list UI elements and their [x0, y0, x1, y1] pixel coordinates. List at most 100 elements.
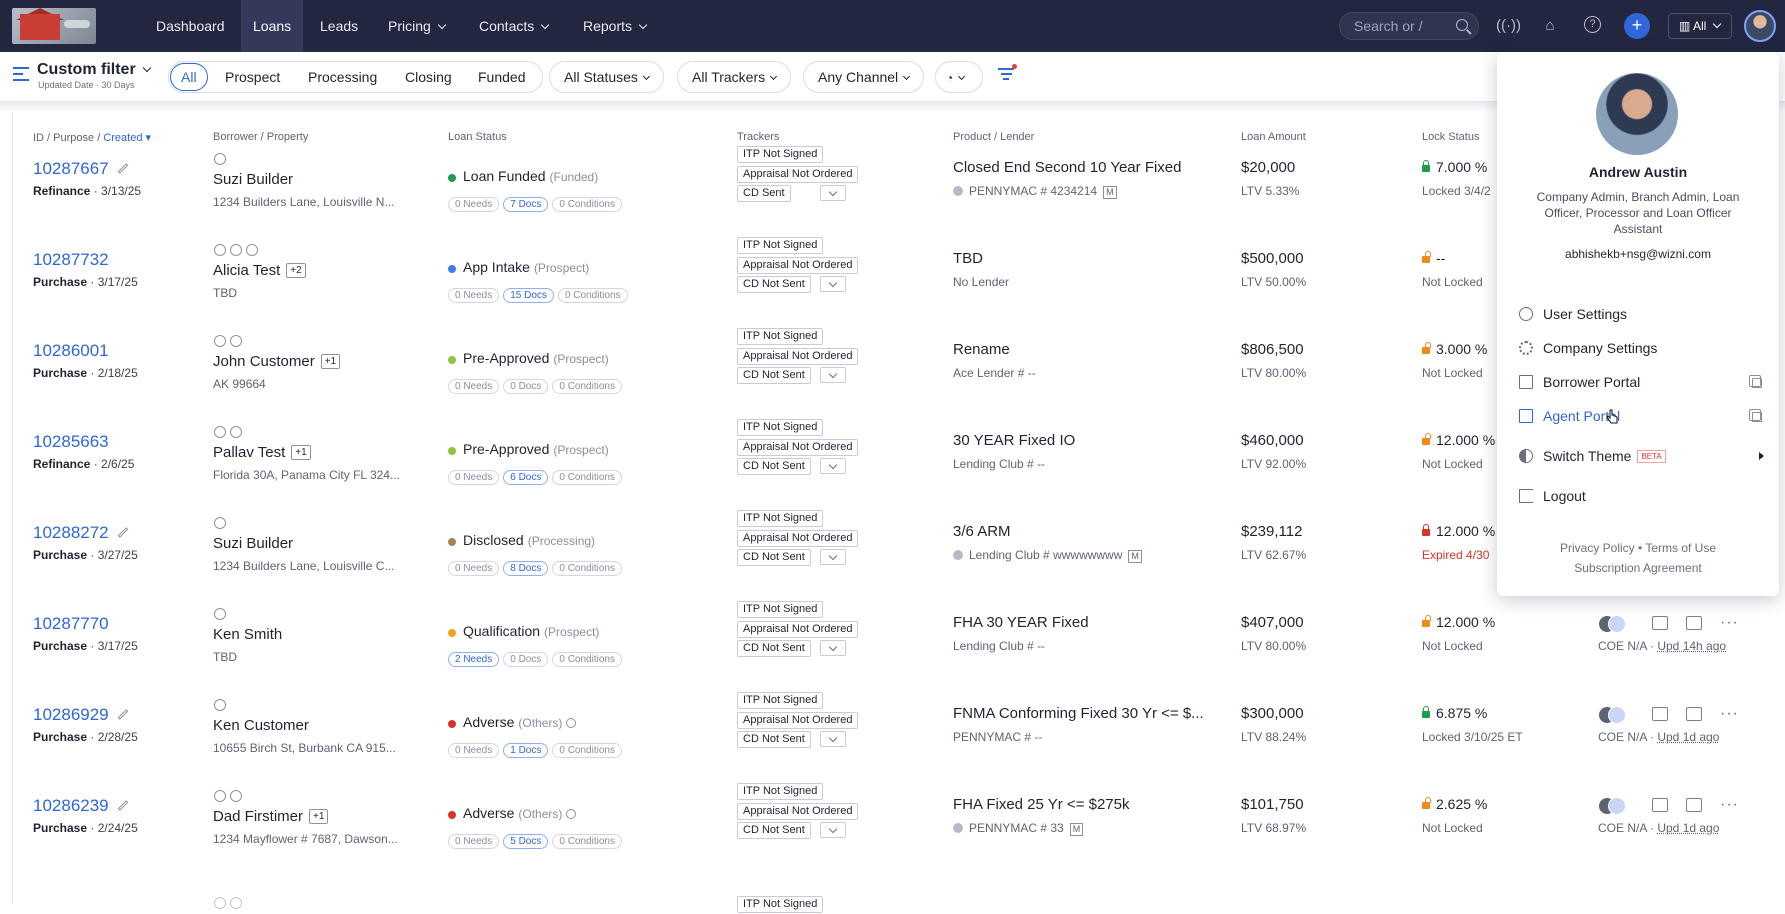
docs-chip[interactable]: 8 Docs — [503, 561, 549, 576]
tracker-cd[interactable]: CD Sent — [737, 185, 791, 202]
tracker-appraisal[interactable]: Appraisal Not Ordered — [737, 712, 859, 729]
edit-pencil-icon[interactable] — [117, 709, 128, 720]
add-new-button[interactable]: + — [1624, 13, 1650, 39]
tab-prospect[interactable]: Prospect — [225, 69, 281, 85]
co-borrower-count-badge[interactable]: +2 — [286, 263, 306, 278]
tracker-itp[interactable]: ITP Not Signed — [737, 419, 824, 436]
tracker-expand-button[interactable] — [820, 276, 846, 292]
calendar-icon[interactable] — [1686, 616, 1702, 630]
docs-chip[interactable]: 5 Docs — [503, 834, 549, 849]
logout-menu-item[interactable]: Logout — [1519, 484, 1769, 508]
status-filter-dropdown[interactable]: All Statuses — [549, 61, 664, 93]
channel-filter-dropdown[interactable]: Any Channel — [803, 61, 925, 93]
conditions-chip[interactable]: 0 Conditions — [557, 288, 628, 303]
edit-pencil-icon[interactable] — [117, 800, 128, 811]
privacy-policy-link[interactable]: Privacy Policy — [1559, 541, 1635, 555]
tracker-cd[interactable]: CD Not Sent — [737, 276, 811, 293]
loan-id-link[interactable]: 10287732 — [33, 250, 109, 270]
tracker-expand-button[interactable] — [820, 640, 846, 656]
docs-chip[interactable]: 7 Docs — [503, 197, 549, 212]
loan-id-link[interactable]: 10286001 — [33, 341, 109, 361]
help-icon[interactable]: ? — [1584, 16, 1601, 33]
tracker-appraisal[interactable]: Appraisal Not Ordered — [737, 803, 859, 820]
tab-processing[interactable]: Processing — [308, 69, 378, 85]
custom-filter-dropdown[interactable]: Custom filter — [37, 61, 151, 79]
conditions-chip[interactable]: 0 Conditions — [552, 197, 622, 212]
loan-id-link[interactable]: 10287667 — [33, 159, 129, 179]
borrower-name[interactable]: Ken Smith — [213, 626, 282, 643]
borrower-portal-menu-item[interactable]: Borrower Portal — [1519, 370, 1769, 394]
chat-icon[interactable] — [1652, 616, 1668, 630]
calendar-icon[interactable] — [1686, 798, 1702, 812]
needs-chip[interactable]: 0 Needs — [448, 743, 500, 758]
tracker-appraisal[interactable]: Appraisal Not Ordered — [737, 530, 859, 547]
column-header-borrower[interactable]: Borrower / Property — [213, 131, 309, 143]
tracker-expand-button[interactable] — [820, 185, 846, 201]
borrower-name[interactable]: Dad Firstimer +1 — [213, 808, 329, 826]
needs-chip[interactable]: 0 Needs — [448, 561, 500, 576]
nav-item-reports[interactable]: Reports — [571, 0, 658, 52]
nav-item-loans[interactable]: Loans — [241, 0, 304, 52]
tracker-expand-button[interactable] — [820, 731, 846, 747]
needs-chip[interactable]: 0 Needs — [448, 288, 500, 303]
nav-item-contacts[interactable]: Contacts — [467, 0, 560, 52]
chat-icon[interactable] — [1652, 707, 1668, 721]
user-filter-dropdown[interactable]: ◔ — [935, 61, 983, 93]
tab-all[interactable]: All — [170, 63, 208, 91]
table-row[interactable]: 10287667 Refinance · 3/13/25 Suzi Builder 1… — [0, 143, 1785, 234]
tracker-itp-partial[interactable]: ITP Not Signed — [737, 896, 824, 913]
conditions-chip[interactable]: 0 Conditions — [552, 743, 622, 758]
table-row[interactable]: 10287770 Purchase · 3/17/25 Ken Smith TBD Qu… — [0, 598, 1785, 689]
needs-chip[interactable]: 0 Needs — [448, 379, 500, 394]
advanced-filter-icon[interactable] — [998, 64, 1017, 84]
table-row[interactable]: 10286239 Purchase · 2/24/25 Dad Firstimer +… — [0, 780, 1785, 871]
conditions-chip[interactable]: 0 Conditions — [552, 834, 622, 849]
table-row[interactable]: 10286001 Purchase · 2/18/25 John Customer +… — [0, 325, 1785, 416]
tracker-appraisal[interactable]: Appraisal Not Ordered — [737, 621, 859, 638]
tracker-cd[interactable]: CD Not Sent — [737, 731, 811, 748]
table-row[interactable]: 10288272 Purchase · 3/27/25 Suzi Builder 12… — [0, 507, 1785, 598]
chat-icon[interactable] — [1652, 798, 1668, 812]
co-borrower-count-badge[interactable]: +1 — [320, 354, 341, 369]
conditions-chip[interactable]: 0 Conditions — [552, 561, 622, 576]
more-options-icon[interactable]: ··· — [1720, 705, 1739, 722]
copy-link-icon[interactable] — [1749, 409, 1762, 422]
nav-item-leads[interactable]: Leads — [308, 0, 370, 52]
borrower-name[interactable]: Suzi Builder — [213, 171, 293, 188]
global-search-input[interactable]: Search or / — [1339, 12, 1479, 40]
docs-chip[interactable]: 1 Docs — [503, 743, 549, 758]
tracker-appraisal[interactable]: Appraisal Not Ordered — [737, 166, 859, 183]
bank-icon[interactable]: ⌂ — [1545, 17, 1555, 34]
table-row[interactable]: 10287732 Purchase · 3/17/25 Alicia Test +2 T… — [0, 234, 1785, 325]
column-header-status[interactable]: Loan Status — [448, 131, 507, 143]
borrower-name[interactable]: Pallav Test +1 — [213, 444, 311, 462]
loan-id-link[interactable]: 10286239 — [33, 796, 129, 816]
tab-closing[interactable]: Closing — [405, 69, 452, 85]
column-header-product[interactable]: Product / Lender — [953, 131, 1035, 143]
company-settings-menu-item[interactable]: Company Settings — [1519, 336, 1769, 360]
branch-scope-dropdown[interactable]: ▥ All — [1668, 13, 1732, 39]
loan-id-link[interactable]: 10285663 — [33, 432, 109, 452]
column-header-trackers[interactable]: Trackers — [737, 131, 780, 143]
docs-chip[interactable]: 0 Docs — [503, 379, 549, 394]
company-logo[interactable] — [12, 8, 96, 44]
borrower-name[interactable]: Alicia Test +2 — [213, 262, 306, 280]
loan-id-link[interactable]: 10287770 — [33, 614, 109, 634]
search-icon[interactable] — [1456, 19, 1468, 31]
docs-chip[interactable]: 0 Docs — [503, 652, 549, 667]
tracker-expand-button[interactable] — [820, 367, 846, 383]
info-icon[interactable] — [566, 718, 577, 728]
tracker-cd[interactable]: CD Not Sent — [737, 640, 811, 657]
tracker-appraisal[interactable]: Appraisal Not Ordered — [737, 439, 859, 456]
filter-menu-icon[interactable] — [13, 67, 29, 83]
team-avatars[interactable] — [1598, 797, 1638, 815]
conditions-chip[interactable]: 0 Conditions — [552, 470, 622, 485]
broadcast-icon[interactable]: ((·)) — [1496, 17, 1521, 34]
docs-chip[interactable]: 15 Docs — [503, 288, 554, 303]
nav-item-pricing[interactable]: Pricing — [376, 0, 457, 52]
tracker-expand-button[interactable] — [820, 458, 846, 474]
user-settings-menu-item[interactable]: User Settings — [1519, 302, 1769, 326]
switch-theme-menu-item[interactable]: Switch Theme BETA — [1519, 444, 1769, 468]
tracker-itp[interactable]: ITP Not Signed — [737, 783, 824, 800]
table-row[interactable]: 10286929 Purchase · 2/28/25 Ken Customer 10… — [0, 689, 1785, 780]
